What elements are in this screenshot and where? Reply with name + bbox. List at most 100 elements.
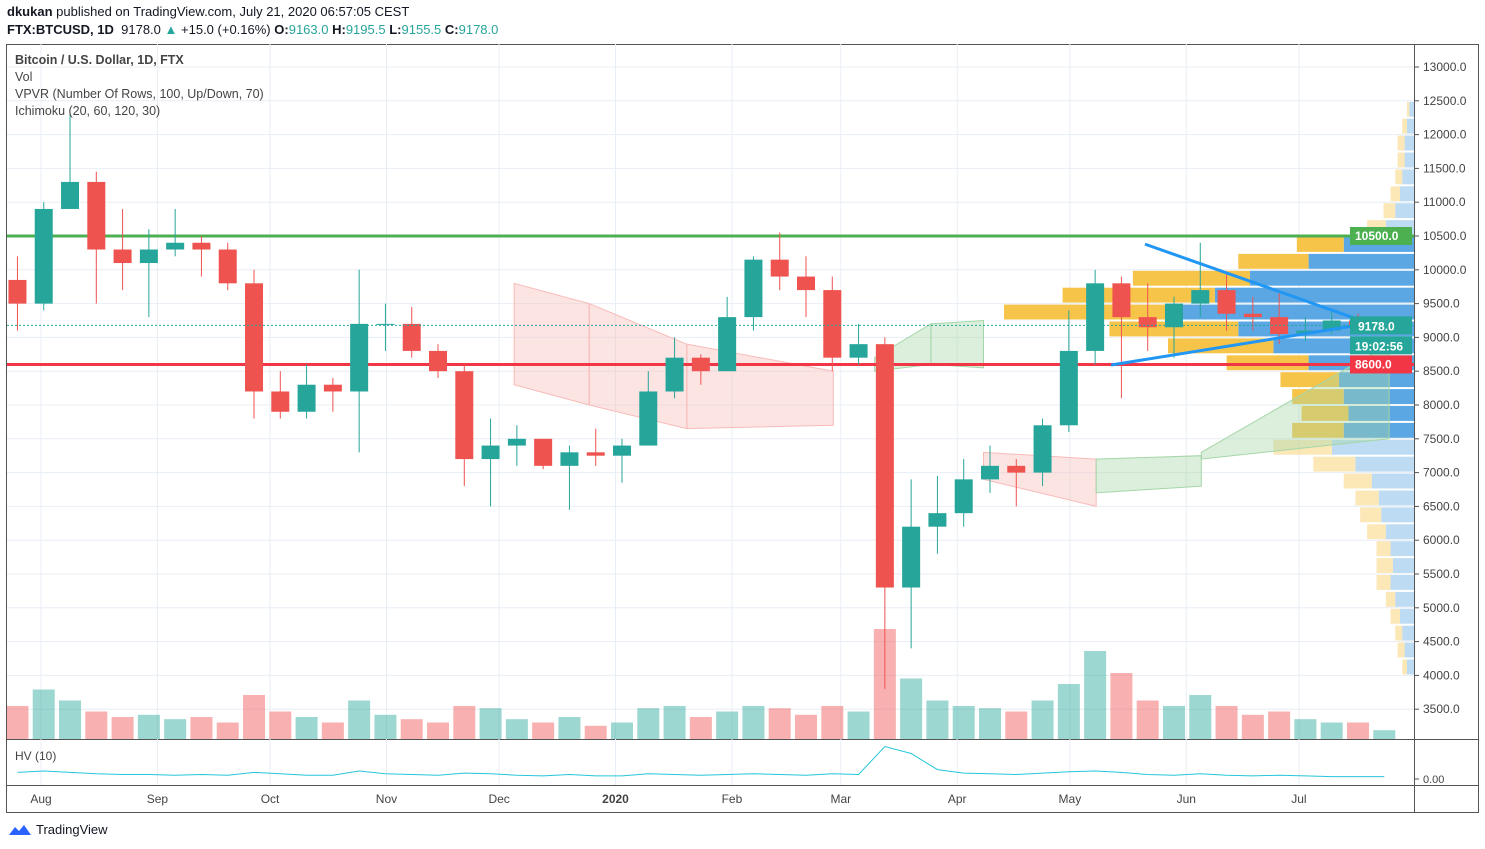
candle-body xyxy=(902,526,921,588)
candle-body xyxy=(429,350,448,372)
candle-body xyxy=(1033,425,1052,473)
x-tick-label: Jul xyxy=(1291,792,1306,806)
vpvr-up-bar xyxy=(1404,642,1414,658)
candle-body xyxy=(586,452,605,456)
volume-bar xyxy=(7,706,29,739)
candle-body xyxy=(980,465,999,480)
ichimoku-cloud-segment xyxy=(686,343,834,430)
vpvr-down-bar xyxy=(1385,591,1396,607)
candle-body xyxy=(744,259,763,318)
vpvr-down-bar xyxy=(1376,541,1391,557)
y-tick-label: 9500.0 xyxy=(1423,297,1460,311)
vpvr-up-bar xyxy=(1404,135,1414,151)
x-tick-label: Apr xyxy=(948,792,967,806)
legend-ichimoku[interactable]: Ichimoku (20, 60, 120, 30) xyxy=(15,104,161,118)
y-tick-label: 4500.0 xyxy=(1423,635,1460,649)
candle-body xyxy=(87,181,106,250)
author[interactable]: dkukan xyxy=(7,4,53,19)
vpvr-down-bar xyxy=(1355,490,1379,506)
vpvr-down-bar xyxy=(1402,118,1407,134)
countdown-label: 19:02:56 xyxy=(1355,339,1403,353)
candle-body xyxy=(271,391,290,412)
x-tick-label: Sep xyxy=(147,792,169,806)
vpvr-up-bar xyxy=(1402,169,1414,185)
vpvr-down-bar xyxy=(1397,642,1405,658)
candle-body xyxy=(113,249,132,264)
hv-legend[interactable]: HV (10) xyxy=(15,749,57,763)
ichimoku-cloud-segment xyxy=(1200,343,1390,460)
candle-body xyxy=(928,513,947,527)
legend-vpvr[interactable]: VPVR (Number Of Rows, 100, Up/Down, 70) xyxy=(15,87,264,101)
close-label: C: xyxy=(444,22,459,37)
vpvr-up-bar xyxy=(1355,456,1414,472)
vpvr-down-bar xyxy=(1273,439,1332,455)
vpvr-up-bar xyxy=(1406,118,1414,134)
y-tick-label: 7000.0 xyxy=(1423,466,1460,480)
candle-body xyxy=(1112,283,1131,318)
candle-body xyxy=(481,445,500,460)
volume-bar xyxy=(85,711,108,739)
x-tick-label: Oct xyxy=(261,792,280,806)
vpvr-up-bar xyxy=(1390,541,1414,557)
vpvr-up-bar xyxy=(1409,101,1414,117)
volume-bar xyxy=(427,722,450,739)
vpvr-up-bar xyxy=(1343,422,1414,438)
candle-body xyxy=(507,438,526,446)
candle-body xyxy=(192,242,211,250)
vpvr-down-bar xyxy=(1226,355,1309,371)
symbol: FTX:BTCUSD, 1D xyxy=(7,22,114,37)
volume-bar xyxy=(952,706,975,739)
vpvr-up-bar xyxy=(1214,287,1414,303)
volume-bar xyxy=(716,711,739,739)
tradingview-logo-icon xyxy=(9,824,31,835)
vpvr-down-bar xyxy=(1313,456,1356,472)
chart-frame xyxy=(6,44,1479,813)
tradingview-logo[interactable]: TradingView xyxy=(8,822,108,837)
vpvr-down-bar xyxy=(1397,135,1405,151)
vpvr-down-bar xyxy=(1367,524,1386,540)
candle-body xyxy=(297,384,316,412)
candle-body xyxy=(455,371,474,460)
vpvr-up-bar xyxy=(1343,389,1414,404)
volume-bar xyxy=(978,708,1001,739)
vpvr-down-bar xyxy=(1397,152,1405,168)
volume-bar xyxy=(1189,695,1212,739)
candle-body xyxy=(1164,303,1183,328)
y-tick-label: 6500.0 xyxy=(1423,499,1460,513)
volume-bar xyxy=(1084,651,1107,739)
trendline[interactable] xyxy=(1144,242,1375,327)
x-tick-label: Dec xyxy=(488,792,509,806)
volume-bar xyxy=(59,700,82,739)
y-tick-label: 6000.0 xyxy=(1423,533,1460,547)
y-tick-label: 13000.0 xyxy=(1423,60,1467,74)
volume-bar xyxy=(243,695,266,739)
trendline[interactable] xyxy=(1110,320,1379,367)
candle-body xyxy=(613,445,632,456)
volume-bar xyxy=(453,706,476,739)
vpvr-up-bar xyxy=(1406,659,1414,675)
vpvr-down-bar xyxy=(1383,203,1396,219)
vpvr-up-bar xyxy=(1395,203,1414,219)
legend-volume[interactable]: Vol xyxy=(15,70,33,84)
legend-series[interactable]: Bitcoin / U.S. Dollar, 1D, FTX xyxy=(15,53,184,67)
vpvr-down-bar xyxy=(1395,169,1403,185)
vpvr-down-bar xyxy=(1301,406,1349,421)
volume-bar xyxy=(847,711,870,739)
candle-body xyxy=(218,249,237,284)
volume-bar xyxy=(32,689,55,739)
volume-bar xyxy=(216,722,239,739)
volume-bar xyxy=(321,722,344,739)
level-price-label: 8600.0 xyxy=(1355,357,1392,371)
candle-body xyxy=(691,357,710,372)
volume-bar xyxy=(164,719,187,739)
publish-info: dkukan published on TradingView.com, Jul… xyxy=(7,4,409,19)
published-text: published on TradingView.com, July 21, 2… xyxy=(56,4,410,19)
volume-bar xyxy=(1215,706,1238,739)
countdown-badge xyxy=(1350,336,1412,355)
volume-bar xyxy=(1162,706,1185,739)
level-price-badge xyxy=(1350,355,1412,374)
vpvr-down-bar xyxy=(1402,659,1407,675)
high-value: 9195.5 xyxy=(345,22,386,37)
y-tick-label: 5500.0 xyxy=(1423,567,1460,581)
